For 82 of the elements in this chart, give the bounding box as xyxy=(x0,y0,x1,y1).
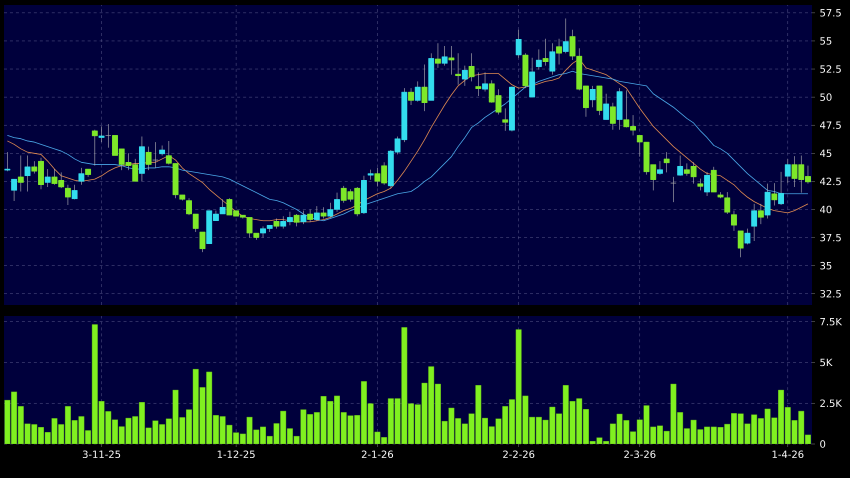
candlestick xyxy=(751,204,758,242)
y-tick-label: 50 xyxy=(820,93,832,101)
y-tick-label: 52.5 xyxy=(820,65,841,73)
y-tick-label: 32.5 xyxy=(820,290,841,298)
y-tick-label: 55 xyxy=(820,37,832,45)
candlestick xyxy=(44,168,51,188)
candlestick xyxy=(562,18,569,54)
x-tick-label: 1-12-25 xyxy=(218,450,255,458)
candlestick xyxy=(784,158,791,184)
candlestick xyxy=(764,183,771,219)
candlestick xyxy=(771,182,778,206)
candlestick xyxy=(502,108,508,132)
candlestick xyxy=(549,42,556,75)
candlestick xyxy=(482,72,488,92)
y-tick-label: 0 xyxy=(820,440,826,448)
y-tick-label: 35 xyxy=(820,262,832,270)
candlestick xyxy=(704,172,710,196)
x-tick-label: 2-1-26 xyxy=(362,450,394,458)
candlestick xyxy=(98,126,104,142)
candlestick xyxy=(422,64,428,112)
candlestick xyxy=(408,88,414,106)
y-tick-label: 7.5K xyxy=(820,318,842,326)
candlestick xyxy=(78,168,84,186)
y-tick-label: 42.5 xyxy=(820,178,841,186)
candlestick xyxy=(448,46,454,75)
candlestick xyxy=(294,214,300,227)
candlestick xyxy=(657,160,663,175)
candlestick xyxy=(738,230,744,258)
candlestick xyxy=(274,218,280,229)
x-tick-label: 2-3-26 xyxy=(624,450,656,458)
y-tick-label: 2.5K xyxy=(820,399,842,408)
candlestick xyxy=(778,172,784,206)
y-tick-label: 37.5 xyxy=(820,234,841,242)
candlestick xyxy=(475,72,482,96)
candlestick xyxy=(368,169,374,180)
candlestick xyxy=(670,176,676,202)
candlestick xyxy=(442,46,448,66)
candlestick xyxy=(758,204,764,224)
candlestick xyxy=(710,166,717,192)
candlestick xyxy=(105,124,112,148)
candlestick xyxy=(11,178,18,202)
x-tick-label: 2-2-26 xyxy=(503,450,534,458)
candlestick xyxy=(18,155,24,192)
candlestick xyxy=(455,53,462,86)
candlestick xyxy=(307,209,314,222)
candlestick xyxy=(731,210,737,232)
candlestick xyxy=(468,53,475,82)
x-tick-label: 1-4-26 xyxy=(772,450,804,458)
candlestick xyxy=(603,93,610,120)
y-tick-label: 47.5 xyxy=(820,122,841,129)
candlestick xyxy=(200,232,206,252)
candlestick xyxy=(159,145,166,156)
candlestick xyxy=(610,102,616,130)
candlestick xyxy=(435,42,441,68)
candlestick xyxy=(72,184,78,200)
candlestick xyxy=(300,210,306,224)
y-tick-label: 57.5 xyxy=(820,9,841,17)
candlestick xyxy=(664,152,670,173)
candlestick xyxy=(724,192,730,214)
candlestick xyxy=(414,81,421,102)
candlestick xyxy=(718,192,724,199)
candlestick xyxy=(542,38,549,66)
candlestick xyxy=(4,152,10,172)
candlestick xyxy=(536,49,542,70)
candlestick xyxy=(556,38,562,65)
candlestick xyxy=(697,178,704,191)
candlestick xyxy=(314,206,320,222)
candlestick xyxy=(92,129,98,166)
candlestick xyxy=(152,142,158,168)
candlestick xyxy=(590,86,596,108)
candlestick xyxy=(146,146,152,170)
y-tick-label: 40 xyxy=(820,206,832,214)
candlestick xyxy=(320,206,327,219)
x-tick-label: 3-11-25 xyxy=(82,450,120,458)
candlestick xyxy=(677,155,684,176)
y-tick-label: 5K xyxy=(820,358,833,366)
candlestick xyxy=(24,155,30,192)
y-tick-label: 45 xyxy=(820,150,832,158)
candlestick xyxy=(64,184,71,206)
candlestick xyxy=(516,29,522,58)
candlestick xyxy=(744,228,750,245)
candlestick xyxy=(462,65,468,86)
